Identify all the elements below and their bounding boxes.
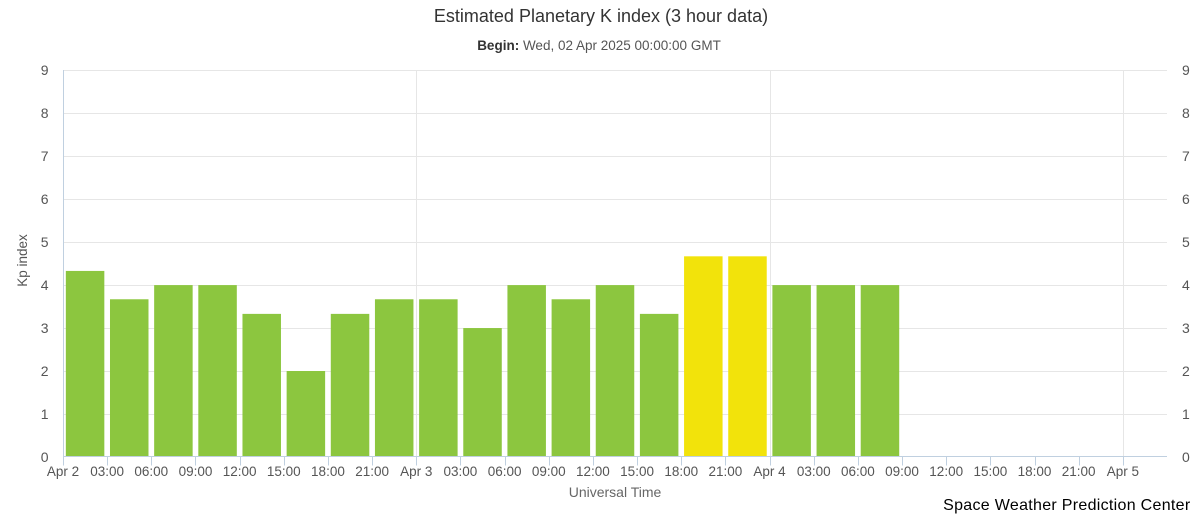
svg-text:2: 2 [1182, 363, 1190, 379]
svg-text:09:00: 09:00 [179, 464, 213, 479]
svg-text:5: 5 [41, 234, 49, 250]
svg-text:06:00: 06:00 [134, 464, 168, 479]
svg-text:15:00: 15:00 [620, 464, 654, 479]
svg-text:Space Weather Prediction Cente: Space Weather Prediction Center [943, 497, 1191, 514]
svg-text:Apr 2: Apr 2 [47, 464, 79, 479]
svg-text:9: 9 [41, 62, 49, 78]
svg-text:Estimated Planetary K index (3: Estimated Planetary K index (3 hour data… [434, 6, 768, 26]
svg-text:15:00: 15:00 [973, 464, 1007, 479]
svg-text:09:00: 09:00 [885, 464, 919, 479]
svg-text:1: 1 [41, 406, 49, 422]
svg-text:Apr 3: Apr 3 [400, 464, 432, 479]
svg-text:18:00: 18:00 [664, 464, 698, 479]
svg-text:Apr 4: Apr 4 [753, 464, 786, 479]
svg-text:5: 5 [1182, 234, 1190, 250]
svg-text:3: 3 [41, 320, 49, 336]
svg-text:03:00: 03:00 [444, 464, 478, 479]
svg-text:09:00: 09:00 [532, 464, 566, 479]
svg-text:21:00: 21:00 [709, 464, 743, 479]
svg-text:18:00: 18:00 [311, 464, 345, 479]
svg-text:8: 8 [41, 105, 49, 121]
svg-text:03:00: 03:00 [797, 464, 831, 479]
svg-text:15:00: 15:00 [267, 464, 301, 479]
svg-text:Begin: Wed, 02 Apr 2025 00:00:: Begin: Wed, 02 Apr 2025 00:00:00 GMT [477, 38, 721, 53]
svg-text:4: 4 [1182, 277, 1190, 293]
svg-text:4: 4 [41, 277, 49, 293]
svg-text:2: 2 [41, 363, 49, 379]
svg-text:12:00: 12:00 [576, 464, 610, 479]
svg-text:21:00: 21:00 [355, 464, 389, 479]
svg-text:6: 6 [1182, 191, 1190, 207]
svg-text:7: 7 [1182, 148, 1190, 164]
svg-text:21:00: 21:00 [1062, 464, 1096, 479]
svg-text:9: 9 [1182, 62, 1190, 78]
svg-text:0: 0 [41, 449, 49, 465]
svg-text:18:00: 18:00 [1018, 464, 1052, 479]
svg-text:Apr 5: Apr 5 [1107, 464, 1139, 479]
svg-text:3: 3 [1182, 320, 1190, 336]
svg-text:Universal Time: Universal Time [569, 484, 662, 500]
svg-text:06:00: 06:00 [488, 464, 522, 479]
svg-text:03:00: 03:00 [90, 464, 124, 479]
svg-text:6: 6 [41, 191, 49, 207]
svg-text:Kp index: Kp index [15, 234, 30, 287]
svg-text:8: 8 [1182, 105, 1190, 121]
svg-text:1: 1 [1182, 406, 1190, 422]
svg-text:06:00: 06:00 [841, 464, 875, 479]
svg-text:12:00: 12:00 [929, 464, 963, 479]
svg-text:12:00: 12:00 [223, 464, 257, 479]
svg-text:7: 7 [41, 148, 49, 164]
svg-text:0: 0 [1182, 449, 1190, 465]
